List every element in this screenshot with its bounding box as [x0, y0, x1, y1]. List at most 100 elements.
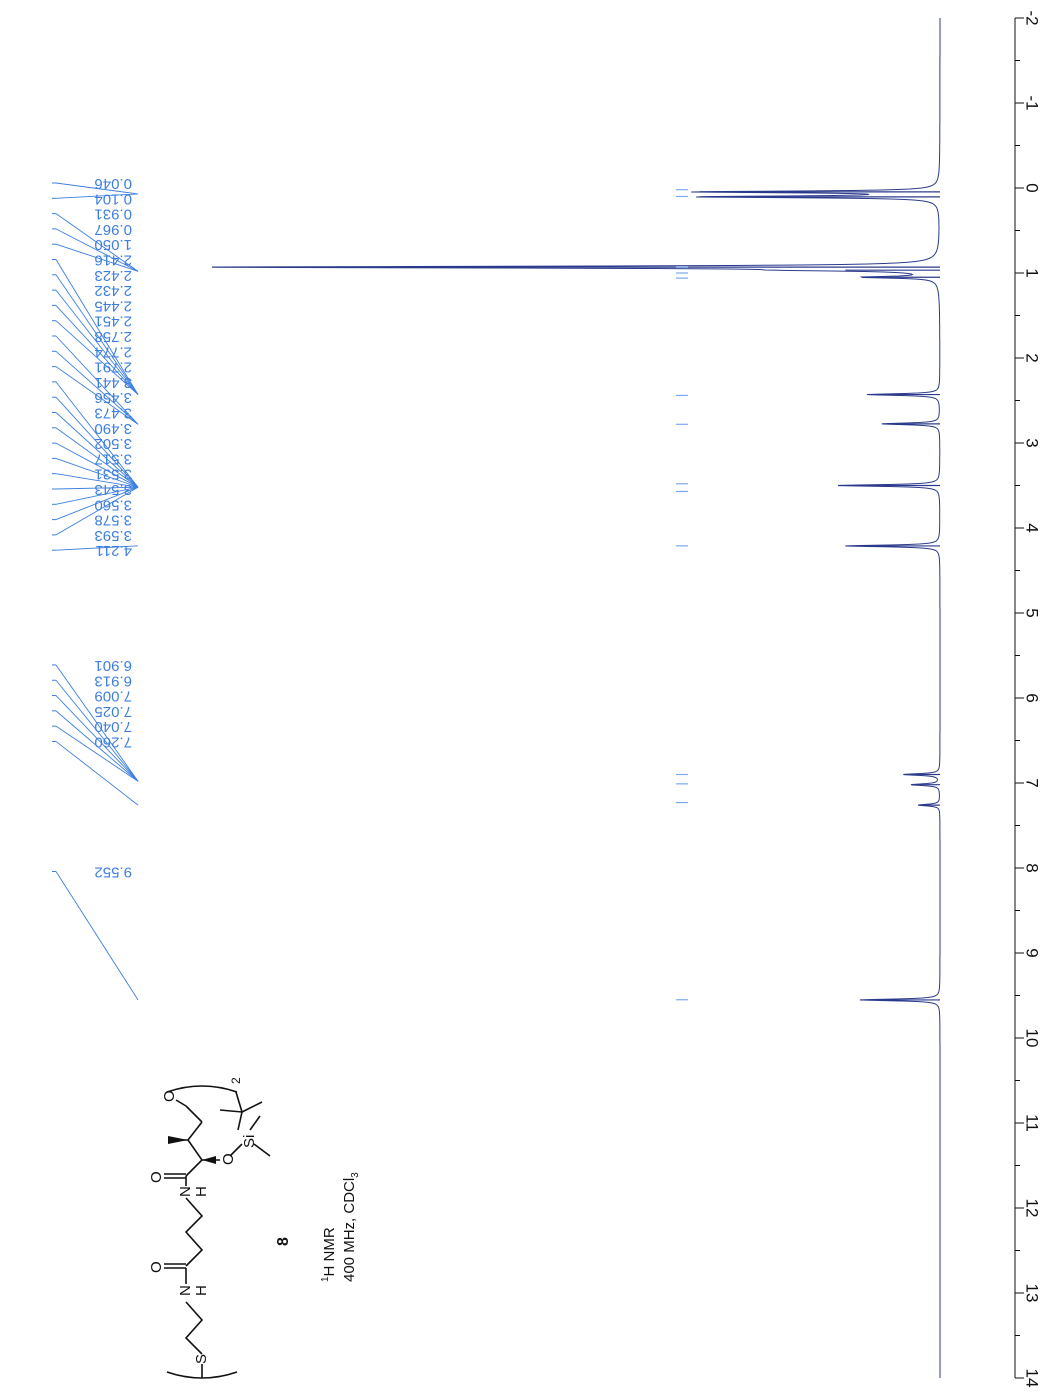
atom-hydrogen-1: H — [193, 1285, 210, 1296]
integral-marks — [676, 189, 688, 1001]
peak-label: 9.552 — [94, 864, 132, 881]
bond-tbu-2 — [241, 1101, 263, 1113]
peak-label: 6.901 — [94, 657, 132, 674]
peak-label: 0.046 — [94, 175, 132, 192]
axis-tick-label: 4 — [1023, 523, 1042, 532]
peak-label: 2.774 — [94, 343, 132, 360]
peak-label: 3.441 — [94, 374, 132, 391]
peak-label: 7.009 — [94, 688, 132, 705]
peak-label: 0.967 — [94, 221, 132, 238]
bond-chain — [185, 1121, 204, 1177]
atom-oxygen-aldehyde: O — [161, 1090, 178, 1102]
label-leader-line — [55, 412, 139, 488]
axis-tick-label: 11 — [1023, 1114, 1042, 1132]
bond-aldehyde — [185, 1105, 203, 1123]
peak-label: 3.456 — [94, 389, 132, 406]
axis-tick-label: 6 — [1023, 693, 1042, 702]
atom-nitrogen-1: N — [177, 1285, 194, 1296]
axis-tick-label: 14 — [1023, 1369, 1042, 1388]
label-leader-line — [55, 710, 139, 782]
atom-oxygen-2: O — [148, 1171, 165, 1183]
wedge-bond-methyl — [168, 1136, 188, 1144]
label-leader-line — [55, 725, 139, 782]
label-leader-line — [55, 545, 139, 551]
axis-tick-label: 7 — [1023, 778, 1042, 787]
axis-tick-label: 0 — [1023, 183, 1042, 192]
axis-tick-label: 9 — [1023, 948, 1042, 957]
structure-bonds — [164, 1085, 271, 1379]
axis-tick-label: -1 — [1023, 95, 1042, 110]
bond-cysteamine — [184, 1301, 204, 1355]
bond-aldehyde-o — [175, 1099, 187, 1107]
peak-label: 3.593 — [94, 527, 132, 544]
peak-label: 2.423 — [94, 267, 132, 284]
peak-label: 3.543 — [94, 481, 132, 498]
axis-tick-label: 10 — [1023, 1029, 1042, 1048]
bond-propanamide — [184, 1197, 204, 1267]
spectrum-plot — [212, 18, 941, 1378]
axis-tick-label: 13 — [1023, 1284, 1042, 1303]
bracket-right — [166, 1085, 238, 1093]
axis-tick-label: 3 — [1023, 438, 1042, 447]
label-leader-line — [55, 335, 139, 425]
label-leader-line — [55, 366, 139, 425]
axis-tick-label: 8 — [1023, 863, 1042, 872]
label-leader-line — [55, 305, 139, 395]
bond-si-me2 — [249, 1115, 261, 1131]
label-leader-line — [55, 486, 139, 490]
axis-tick-label: 2 — [1023, 353, 1042, 362]
atom-oxygen-1: O — [148, 1261, 165, 1273]
nmr-type-label: 1H NMR — [320, 1227, 338, 1282]
label-leader-line — [55, 486, 139, 521]
peak-label: 0.104 — [94, 190, 132, 207]
atom-nitrogen-2: N — [177, 1186, 194, 1197]
chemical-structure: S N H O N H O O Si O 2 8 1H NMR 400 MHz,… — [148, 1077, 361, 1379]
label-leader-line — [55, 741, 139, 806]
atom-sulfur: S — [193, 1354, 210, 1364]
label-leader-line — [55, 182, 139, 195]
label-leader-line — [55, 486, 139, 536]
conditions-prefix: 400 MHz, CDCl — [341, 1178, 358, 1282]
label-leader-line — [55, 486, 139, 505]
peak-label: 7.260 — [94, 733, 132, 750]
atom-hydrogen-2: H — [193, 1186, 210, 1197]
axis-tick-label: 12 — [1023, 1199, 1042, 1218]
label-leader-line — [55, 289, 139, 395]
peak-label: 3.473 — [94, 405, 132, 422]
peak-label: 3.517 — [94, 450, 132, 467]
peak-label: 3.560 — [94, 496, 132, 513]
peak-label: 3.531 — [94, 466, 132, 483]
peak-label: 2.451 — [94, 313, 132, 330]
label-leader-line — [55, 695, 139, 782]
peak-label: 2.432 — [94, 282, 132, 299]
atom-silicon: Si — [241, 1135, 258, 1148]
label-leader-line — [55, 442, 139, 488]
label-leader-line — [55, 679, 139, 782]
spectrum-trace — [214, 18, 941, 1378]
label-leader-line — [55, 213, 139, 272]
nmr-conditions-label: 400 MHz, CDCl3 — [341, 1172, 361, 1282]
compound-number: 8 — [275, 1237, 292, 1246]
label-leader-line — [55, 350, 139, 425]
label-leader-line — [55, 457, 139, 488]
bond-tbu-3 — [219, 1109, 243, 1113]
label-leader-line — [55, 381, 139, 488]
peak-label: 7.025 — [94, 703, 132, 720]
peak-label: 3.490 — [94, 420, 132, 437]
nucleus-mass: 1 — [320, 1276, 331, 1282]
peak-label: 2.791 — [94, 359, 132, 376]
label-leader-line — [55, 228, 139, 272]
label-leader-line — [55, 274, 139, 395]
label-leader-line — [55, 473, 139, 488]
label-leader-line — [55, 243, 139, 272]
peak-labels: 0.0460.1040.9310.9671.0502.4162.4232.432… — [52, 175, 139, 1001]
peak-label: 3.502 — [94, 435, 132, 452]
peak-label: 6.913 — [94, 672, 132, 689]
peak-label: 1.050 — [94, 236, 132, 253]
label-leader-line — [55, 396, 139, 488]
peak-label: 2.416 — [94, 252, 132, 269]
label-leader-line — [55, 259, 139, 395]
bond-tbu-1 — [235, 1091, 243, 1113]
